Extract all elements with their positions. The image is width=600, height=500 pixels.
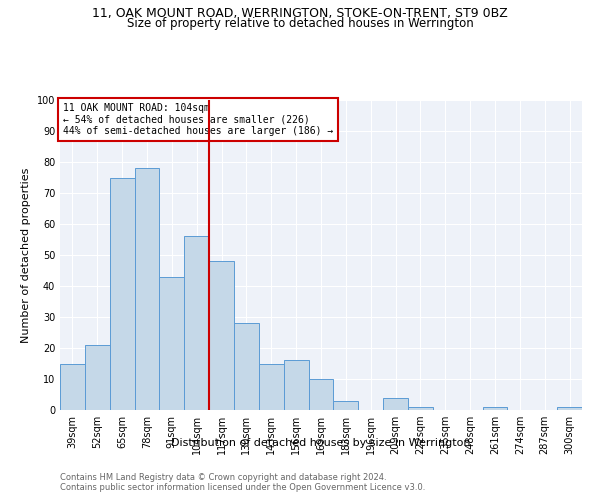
Text: Distribution of detached houses by size in Werrington: Distribution of detached houses by size … xyxy=(171,438,471,448)
Bar xyxy=(184,236,209,410)
Text: 11, OAK MOUNT ROAD, WERRINGTON, STOKE-ON-TRENT, ST9 0BZ: 11, OAK MOUNT ROAD, WERRINGTON, STOKE-ON… xyxy=(92,8,508,20)
Bar xyxy=(160,276,184,410)
Bar xyxy=(60,364,85,410)
Text: 11 OAK MOUNT ROAD: 104sqm
← 54% of detached houses are smaller (226)
44% of semi: 11 OAK MOUNT ROAD: 104sqm ← 54% of detac… xyxy=(63,103,333,136)
Bar xyxy=(408,407,433,410)
Bar xyxy=(284,360,308,410)
Bar xyxy=(334,400,358,410)
Bar xyxy=(209,261,234,410)
Bar xyxy=(234,323,259,410)
Y-axis label: Number of detached properties: Number of detached properties xyxy=(21,168,31,342)
Bar xyxy=(85,345,110,410)
Bar xyxy=(259,364,284,410)
Text: Contains HM Land Registry data © Crown copyright and database right 2024.: Contains HM Land Registry data © Crown c… xyxy=(60,472,386,482)
Bar xyxy=(110,178,134,410)
Bar xyxy=(134,168,160,410)
Bar xyxy=(482,407,508,410)
Bar xyxy=(557,407,582,410)
Text: Contains public sector information licensed under the Open Government Licence v3: Contains public sector information licen… xyxy=(60,482,425,492)
Bar xyxy=(308,379,334,410)
Bar xyxy=(383,398,408,410)
Text: Size of property relative to detached houses in Werrington: Size of property relative to detached ho… xyxy=(127,18,473,30)
